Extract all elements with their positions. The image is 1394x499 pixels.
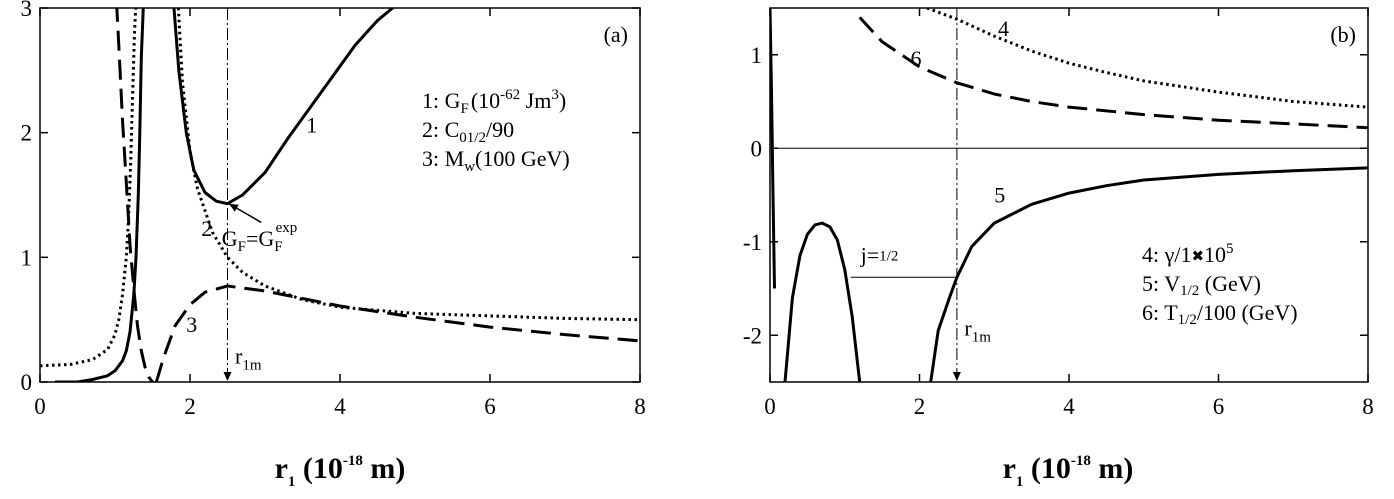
y-tick-label: 1 [751,43,763,68]
series-1 [172,8,395,206]
y-tick-label: 2 [21,121,33,146]
series-2 [40,8,138,368]
panel-b-legend: 4: γ/1✖105 5: V1/2 (GeV) 6: T1/2/100 (Ge… [1142,241,1298,328]
series-3-right [154,284,640,382]
curve-label-1: 1 [306,113,317,138]
series-1-left [55,8,145,382]
gf-equals-gfexp-label: GF=GFexp [222,220,298,255]
curve-label-2: 2 [201,216,212,241]
panel-a-ticks: 0 2 4 6 8 0 1 2 3 [21,0,646,419]
y-tick-label: 0 [751,136,763,161]
panel-b-r1m-label: r1m [964,315,991,345]
x-tick-label: 2 [914,394,926,419]
series-5 [929,166,1368,382]
panel-b-label: (b) [1330,22,1356,47]
curve-label-6: 6 [911,46,922,71]
y-tick-label: 3 [21,0,33,21]
y-tick-label: 0 [21,370,33,395]
series-4 [926,8,1368,109]
legend-item-1: 1: GF(10-62 Jm3) [422,87,566,117]
x-tick-label: 4 [334,394,346,419]
panel-a-r1m-label: r1m [235,343,262,373]
y-tick-label: -2 [743,323,762,348]
panel-b: 0 2 4 6 8 -2 -1 0 1 (b) 4: γ/1✖105 5: V1/2 (GeV)… [743,7,1374,490]
x-tick-label: 2 [184,394,196,419]
x-tick-label: 4 [1063,394,1075,419]
panel-a: 0 2 4 6 8 0 1 2 3 (a) 1: GF(10-62 Jm3) 2: C01/2/… [21,0,646,490]
y-tick-label: 1 [21,245,33,270]
x-tick-label: 8 [1362,394,1374,419]
legend-item-6: 6: T1/2/100 (GeV) [1142,300,1298,328]
panel-a-series [40,8,640,382]
series-5-edge [770,8,776,289]
panel-a-x-axis-title: r1 (10-18 m) [275,452,406,490]
legend-item-3: 3: Mw(100 GeV) [422,146,570,175]
y-tick-label: -1 [743,230,762,255]
x-tick-label: 6 [1213,394,1225,419]
curve-label-4: 4 [998,16,1009,41]
x-tick-label: 6 [484,394,496,419]
series-2-right [176,8,640,322]
panel-b-frame [769,7,1369,383]
legend-item-5: 5: V1/2 (GeV) [1142,271,1261,299]
series-6 [858,16,1368,130]
panel-a-label: (a) [604,22,628,47]
panel-b-ticks: 0 2 4 6 8 -2 -1 0 1 [743,8,1374,419]
curve-label-3: 3 [186,312,197,337]
legend-item-4: 4: γ/1✖105 [1142,241,1234,267]
panel-a-gf-arrow [228,203,262,224]
panel-b-x-axis-title: r1 (10-18 m) [1003,452,1134,490]
series-3-left [115,8,154,382]
curve-label-5: 5 [994,182,1005,207]
series-5-hump [783,221,862,382]
legend-item-2: 2: C01/2/90 [422,117,514,146]
panel-b-series [770,8,1368,382]
x-tick-label: 0 [34,394,46,419]
j-half-label: j=1/2 [860,243,899,268]
panel-a-legend: 1: GF(10-62 Jm3) 2: C01/2/90 3: Mw(100 G… [422,87,570,175]
x-tick-label: 0 [764,394,776,419]
x-tick-label: 8 [634,394,646,419]
